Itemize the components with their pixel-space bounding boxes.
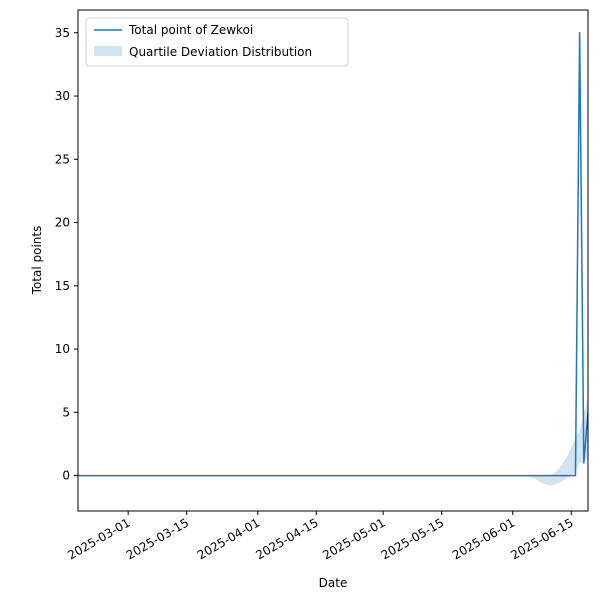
legend-band-swatch bbox=[94, 46, 122, 56]
legend-label-line: Total point of Zewkoi bbox=[128, 23, 253, 37]
x-tick-label: 2025-06-15 bbox=[508, 515, 575, 562]
x-tick-label: 2025-04-15 bbox=[253, 515, 320, 562]
x-tick-label: 2025-03-01 bbox=[65, 515, 132, 562]
series-line-total-points bbox=[78, 32, 588, 477]
band-quartile-deviation bbox=[525, 399, 588, 486]
legend: Total point of Zewkoi Quartile Deviation … bbox=[85, 17, 349, 67]
y-tick-label: 30 bbox=[55, 89, 70, 103]
x-tick-label: 2025-06-01 bbox=[450, 515, 517, 562]
x-tick-label: 2025-03-15 bbox=[124, 515, 191, 562]
y-tick-label: 0 bbox=[62, 469, 70, 483]
y-axis-label: Total points bbox=[30, 226, 44, 296]
x-axis-label: Date bbox=[319, 576, 348, 590]
y-tick-label: 25 bbox=[55, 152, 70, 166]
x-tick-label: 2025-05-15 bbox=[379, 515, 446, 562]
x-tick-label: 2025-05-01 bbox=[320, 515, 387, 562]
y-tick-label: 20 bbox=[55, 216, 70, 230]
legend-frame bbox=[85, 17, 349, 67]
y-tick-label: 15 bbox=[55, 279, 70, 293]
plot-area bbox=[77, 9, 589, 512]
legend-label-band: Quartile Deviation Distribution bbox=[129, 45, 312, 59]
y-tick-label: 5 bbox=[62, 405, 70, 419]
x-tick-label: 2025-04-01 bbox=[195, 515, 262, 562]
y-tick-label: 35 bbox=[55, 26, 70, 40]
y-tick-label: 10 bbox=[55, 342, 70, 356]
